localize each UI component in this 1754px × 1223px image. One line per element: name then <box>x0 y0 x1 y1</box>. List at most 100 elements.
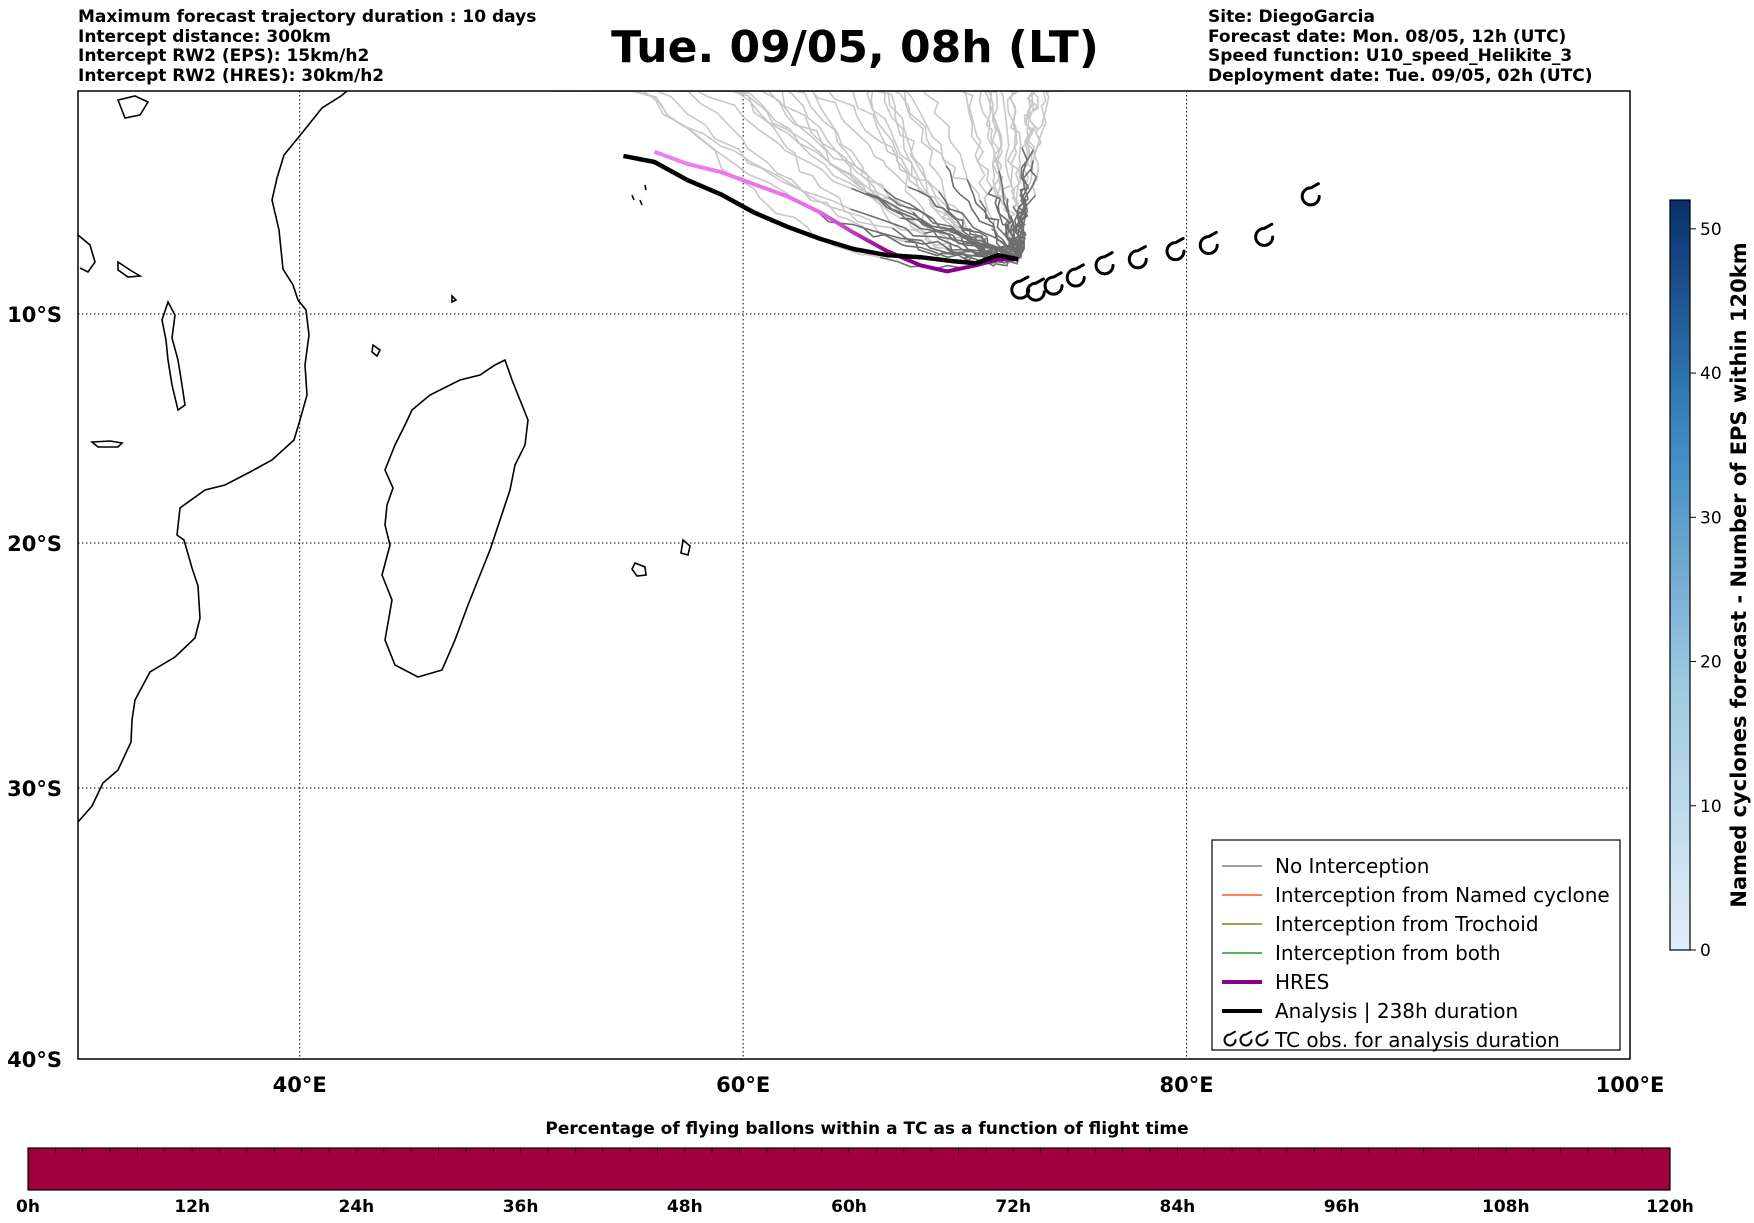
lon-tick-label: 100°E <box>1596 1073 1665 1097</box>
eps-trajectory-segment <box>1032 91 1061 161</box>
cyclone-symbol-icon <box>1223 1030 1237 1047</box>
eps-trajectory-segment <box>1021 91 1040 149</box>
legend-entry-label: Interception from both <box>1275 941 1501 965</box>
gulf-of-aden-coast <box>116 95 150 119</box>
legend-entry-label: Interception from Named cyclone <box>1275 883 1610 907</box>
lat-tick-label: 30°S <box>7 777 62 801</box>
legend-box <box>1211 839 1621 1051</box>
cyclone-symbol-icon <box>1043 271 1064 296</box>
intercept-distance-text: Intercept distance: 300km <box>78 26 331 47</box>
map-legend: No Interception Interception from Named c… <box>1211 839 1621 1052</box>
page-title: Tue. 09/05, 08h (LT) <box>611 22 1099 73</box>
eps-trajectory-segment <box>907 186 1019 261</box>
eps-trajectory-segment <box>682 91 876 197</box>
axis-tick-labels: 40°E 60°E 80°E 100°E 10°S 20°S 30°S 40°S <box>7 303 1664 1097</box>
bar-tick-label: 24h <box>339 1197 375 1217</box>
cyclone-colorbar: Named cyclones forecast - Number of EPS … <box>1669 199 1751 961</box>
eps-trajectory-segment <box>1016 160 1038 260</box>
colorbar-tick-label: 20 <box>1700 653 1722 673</box>
legend-entry-label: HRES <box>1275 970 1329 994</box>
colorbar-tick-label: 0 <box>1700 941 1711 961</box>
eps-trajectory-segment <box>695 91 890 198</box>
forecast-date-text: Forecast date: Mon. 08/05, 12h (UTC) <box>1208 26 1567 47</box>
bar-tick-label: 120h <box>1646 1197 1694 1217</box>
eps-trajectory-segment <box>938 190 1019 260</box>
eps-trajectory-segment <box>777 91 909 188</box>
bar-tick-label: 36h <box>503 1197 539 1217</box>
bar-tick-label: 96h <box>1324 1197 1360 1217</box>
eps-trajectory-segment <box>550 91 798 202</box>
legend-entry-label: No Interception <box>1275 854 1429 878</box>
bar-tick-label: 0h <box>16 1197 40 1217</box>
eps-trajectory-segment <box>966 179 1019 260</box>
coastlines <box>78 91 691 823</box>
eps-trajectory-segment <box>786 91 947 250</box>
lon-tick-label: 60°E <box>716 1073 770 1097</box>
intercept-hres-text: Intercept RW2 (HRES): 30km/h2 <box>78 65 385 86</box>
eps-trajectory-segment <box>966 237 1019 260</box>
eps-trajectory-segment <box>888 91 981 201</box>
cyclone-symbol-icon <box>1165 236 1186 262</box>
cyclone-symbol-icon <box>1025 277 1046 302</box>
eps-trajectory-segment <box>757 91 940 192</box>
mozambique-channel-islands <box>89 440 124 448</box>
bar-tick-label: 108h <box>1482 1197 1530 1217</box>
eps-trajectory-segment <box>852 91 948 207</box>
lon-tick-label: 40°E <box>273 1073 327 1097</box>
bar-tick-label: 12h <box>174 1197 210 1217</box>
colorbar-tick-label: 50 <box>1700 220 1722 240</box>
cyclone-symbol-icon <box>1239 1030 1253 1047</box>
eps-trajectory-segment <box>719 91 905 243</box>
bar-tick-label: 84h <box>1160 1197 1196 1217</box>
forecast-parameters: Maximum forecast trajectory duration : 1… <box>78 7 536 86</box>
eps-trajectory-segment <box>790 91 950 247</box>
intercept-eps-text: Intercept RW2 (EPS): 15km/h2 <box>78 46 370 66</box>
colorbar-gradient <box>1669 199 1691 951</box>
eps-trajectory-segment <box>1006 91 1021 214</box>
cyclone-symbol-icon <box>1255 1030 1269 1047</box>
cyclone-symbol-icon <box>1300 182 1321 207</box>
cyclone-symbol-icon <box>1065 263 1086 288</box>
bar-tick-label: 60h <box>831 1197 867 1217</box>
eps-trajectory-segment <box>550 91 851 210</box>
lat-tick-label: 20°S <box>7 532 62 556</box>
eps-trajectory-segment <box>796 199 1019 261</box>
site-text: Site: DiegoGarcia <box>1208 7 1375 27</box>
bottom-bar-title: Percentage of flying ballons within a TC… <box>545 1119 1188 1139</box>
legend-entry-label: Interception from Trochoid <box>1275 912 1539 936</box>
eps-trajectory-segment <box>850 208 1019 261</box>
cyclone-symbol-icon <box>1198 230 1219 256</box>
eps-trajectory-segment <box>681 91 862 227</box>
eps-trajectory-segment <box>593 91 852 190</box>
socotra-coastline <box>117 260 143 278</box>
bar-tick-label: 48h <box>667 1197 703 1217</box>
eps-trajectory-segment <box>576 91 893 229</box>
eps-trajectory-segment <box>855 91 947 167</box>
eps-trajectory-segment <box>883 91 962 239</box>
legend-entry-label: TC obs. for analysis duration <box>1274 1028 1560 1052</box>
colorbar-tick-label: 40 <box>1700 364 1722 384</box>
map-frame <box>77 90 1631 1060</box>
comoros-coastline <box>371 343 382 358</box>
maldives-islands <box>631 184 647 206</box>
eps-trajectory-segment <box>854 91 968 239</box>
eps-trajectory-segment <box>1015 147 1030 260</box>
eps-trajectory-segment <box>1009 213 1023 261</box>
colorbar-label: Named cyclones forecast - Number of EPS … <box>1727 242 1751 907</box>
bar-tick-label: 72h <box>995 1197 1031 1217</box>
lat-tick-label: 40°S <box>7 1048 62 1072</box>
eps-trajectory-segment <box>848 91 968 181</box>
eps-trajectory-segment <box>959 91 996 230</box>
site-info: Site: DiegoGarcia Forecast date: Mon. 08… <box>1208 7 1593 86</box>
africa-coastline <box>78 91 348 823</box>
speed-function-text: Speed function: U10_speed_Helikite_3 <box>1208 46 1573 66</box>
tc-observation-markers <box>1010 182 1321 302</box>
colorbar-tick-label: 10 <box>1700 797 1722 817</box>
eps-trajectory-segment <box>982 91 1010 221</box>
cyclone-symbol-icon <box>1254 222 1275 247</box>
mauritius-coastline <box>680 538 691 557</box>
eps-trajectory-segment <box>866 192 1019 261</box>
eps-trajectory-segment <box>1031 91 1063 196</box>
cyclone-symbol-icon <box>1127 245 1148 270</box>
